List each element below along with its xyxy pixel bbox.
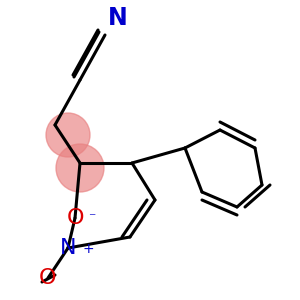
Circle shape xyxy=(46,113,90,157)
Text: O: O xyxy=(66,208,84,228)
Circle shape xyxy=(56,144,104,192)
Text: O: O xyxy=(39,268,57,288)
Text: N: N xyxy=(108,6,128,30)
Text: N: N xyxy=(60,238,76,258)
Text: ⁻: ⁻ xyxy=(88,211,95,225)
Text: +: + xyxy=(82,242,94,256)
